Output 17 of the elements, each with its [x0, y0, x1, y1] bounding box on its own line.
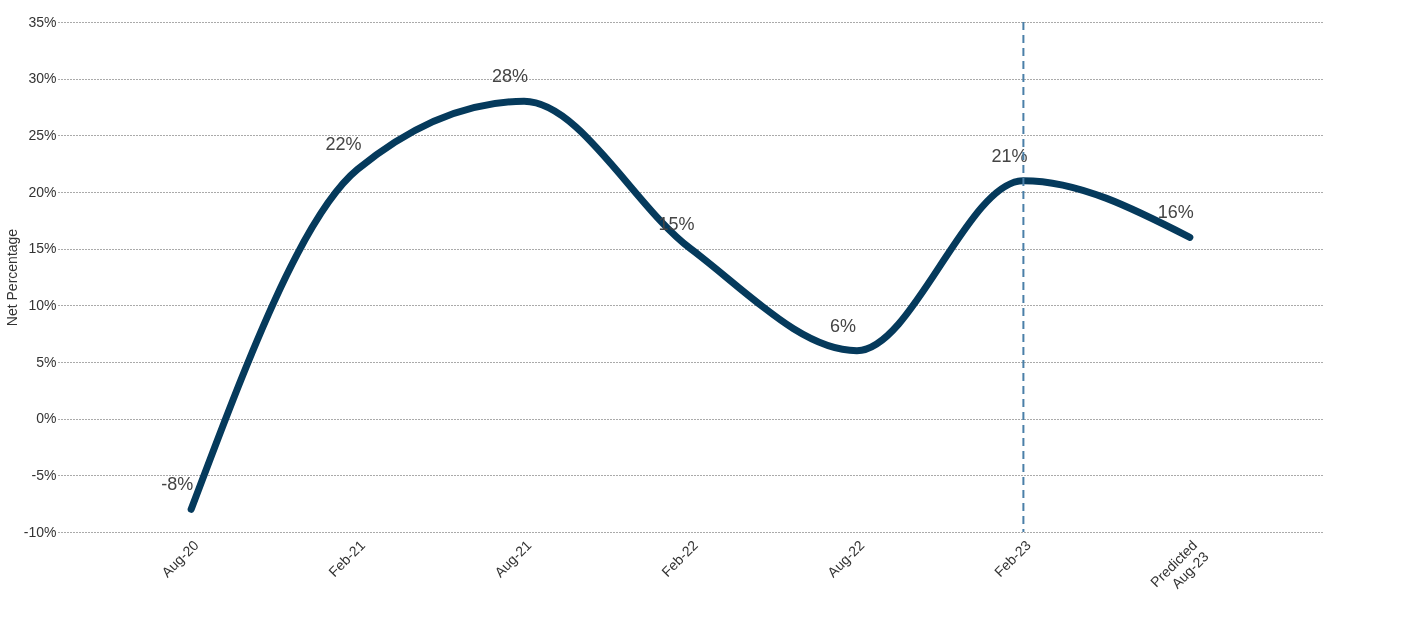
- data-label: 22%: [325, 134, 362, 155]
- y-tick-label: 10%: [28, 296, 57, 313]
- data-label: 21%: [991, 145, 1028, 166]
- y-tick-label: 0%: [36, 410, 57, 427]
- y-tick-label: 25%: [28, 126, 57, 143]
- data-label: 28%: [492, 66, 529, 87]
- y-tick-label: 5%: [36, 353, 57, 370]
- y-axis-title: Net Percentage: [3, 228, 20, 327]
- y-tick-label: 15%: [28, 240, 57, 257]
- y-tick-label: 20%: [28, 183, 57, 200]
- y-tick-label: 30%: [28, 70, 57, 87]
- data-label: -8%: [161, 474, 194, 495]
- data-label: 6%: [829, 315, 856, 336]
- data-label: 16%: [1157, 202, 1194, 223]
- y-tick-label: -5%: [31, 466, 57, 483]
- y-tick-label: -10%: [23, 523, 57, 540]
- y-tick-label: 35%: [28, 13, 57, 30]
